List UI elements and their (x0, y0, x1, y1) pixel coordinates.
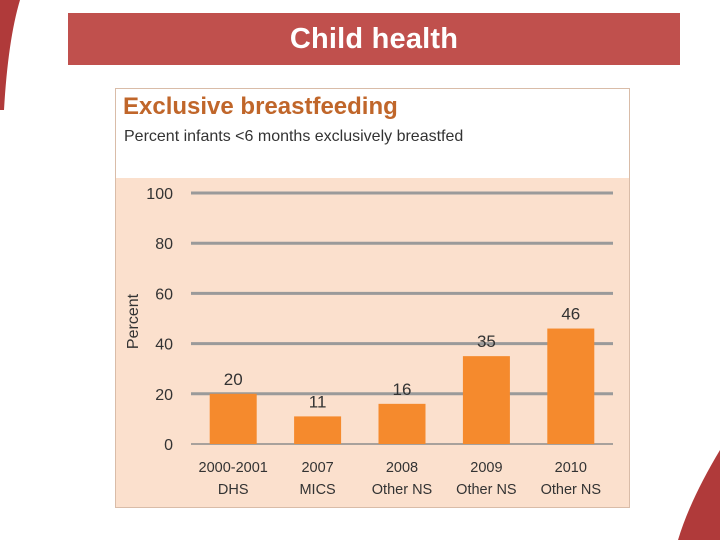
data-label: 46 (561, 305, 580, 324)
slide-title: Child health (289, 22, 459, 55)
y-tick-label: 100 (146, 186, 173, 203)
x-tick-label: 2008 (386, 460, 418, 476)
bar (547, 328, 595, 444)
data-label: 20 (224, 370, 243, 389)
chart-header (116, 89, 629, 178)
x-tick-label: Other NS (456, 482, 516, 498)
data-label: 11 (309, 392, 327, 411)
y-tick-label: 40 (155, 337, 173, 354)
data-label: 16 (393, 380, 412, 399)
x-tick-label: 2009 (470, 460, 502, 476)
corner-decoration-left (0, 0, 20, 110)
bar (378, 403, 426, 444)
y-tick-label: 60 (155, 286, 173, 303)
corner-decoration-right (678, 450, 720, 540)
x-tick-label: MICS (299, 482, 335, 498)
slide-title-banner: Child health (68, 13, 680, 65)
bar (209, 393, 257, 444)
x-tick-label: Other NS (541, 482, 601, 498)
bar (462, 356, 510, 444)
y-axis-label: Percent (125, 293, 142, 349)
x-tick-label: DHS (218, 482, 249, 498)
chart-title: Exclusive breastfeeding (123, 93, 398, 120)
chart-panel: Exclusive breastfeeding Percent infants … (115, 88, 630, 508)
bar (294, 416, 342, 444)
x-tick-label: Other NS (372, 482, 432, 498)
y-tick-label: 20 (155, 387, 173, 404)
y-tick-label: 0 (164, 437, 173, 454)
y-tick-label: 80 (155, 236, 173, 253)
x-tick-label: 2010 (555, 460, 587, 476)
chart-subtitle: Percent infants <6 months exclusively br… (124, 128, 464, 145)
x-tick-label: 2000-2001 (199, 460, 268, 476)
data-label: 35 (477, 332, 496, 351)
bar-chart: 0 20 40 60 80 100 Percent 20 2000-2001 DHS 11 2007 M… (125, 186, 613, 498)
x-tick-label: 2007 (301, 460, 333, 476)
